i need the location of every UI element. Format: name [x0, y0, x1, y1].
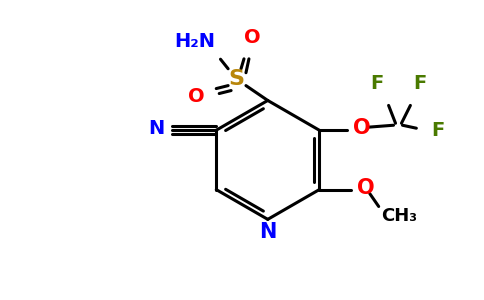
Text: O: O — [243, 28, 260, 46]
Text: O: O — [353, 118, 371, 138]
Text: CH₃: CH₃ — [380, 207, 417, 225]
Text: O: O — [357, 178, 375, 198]
Text: N: N — [259, 222, 276, 242]
Text: N: N — [149, 119, 165, 138]
Text: H₂N: H₂N — [174, 32, 215, 50]
Text: S: S — [228, 69, 244, 89]
Text: F: F — [414, 74, 427, 93]
Text: F: F — [370, 74, 383, 93]
Text: O: O — [188, 87, 205, 106]
Text: F: F — [432, 121, 445, 140]
